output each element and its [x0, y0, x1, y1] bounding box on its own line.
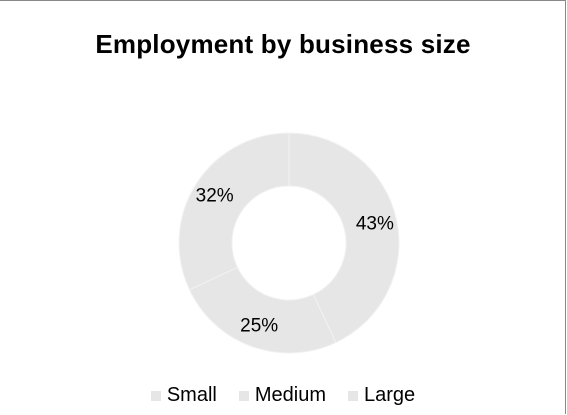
legend-label-medium: Medium [254, 384, 326, 406]
legend-swatch-large [348, 390, 358, 401]
donut-slice-small [288, 132, 400, 344]
legend-item-large: Large [348, 384, 415, 407]
chart-title: Employment by business size [95, 29, 471, 59]
legend-item-medium: Medium [238, 384, 326, 407]
legend-item-small: Small [150, 384, 217, 407]
legend-label-large: Large [364, 384, 416, 406]
legend-swatch-medium [238, 390, 249, 401]
donut-slice-large [178, 132, 290, 291]
legend-label-small: Small [166, 384, 217, 406]
data-label-medium: 25% [240, 315, 278, 336]
data-label-large: 32% [196, 185, 234, 206]
donut-slice-medium [188, 266, 337, 354]
legend: Small Medium Large [0, 384, 566, 407]
data-label-small: 43% [356, 213, 394, 234]
legend-swatch-small [150, 390, 161, 401]
